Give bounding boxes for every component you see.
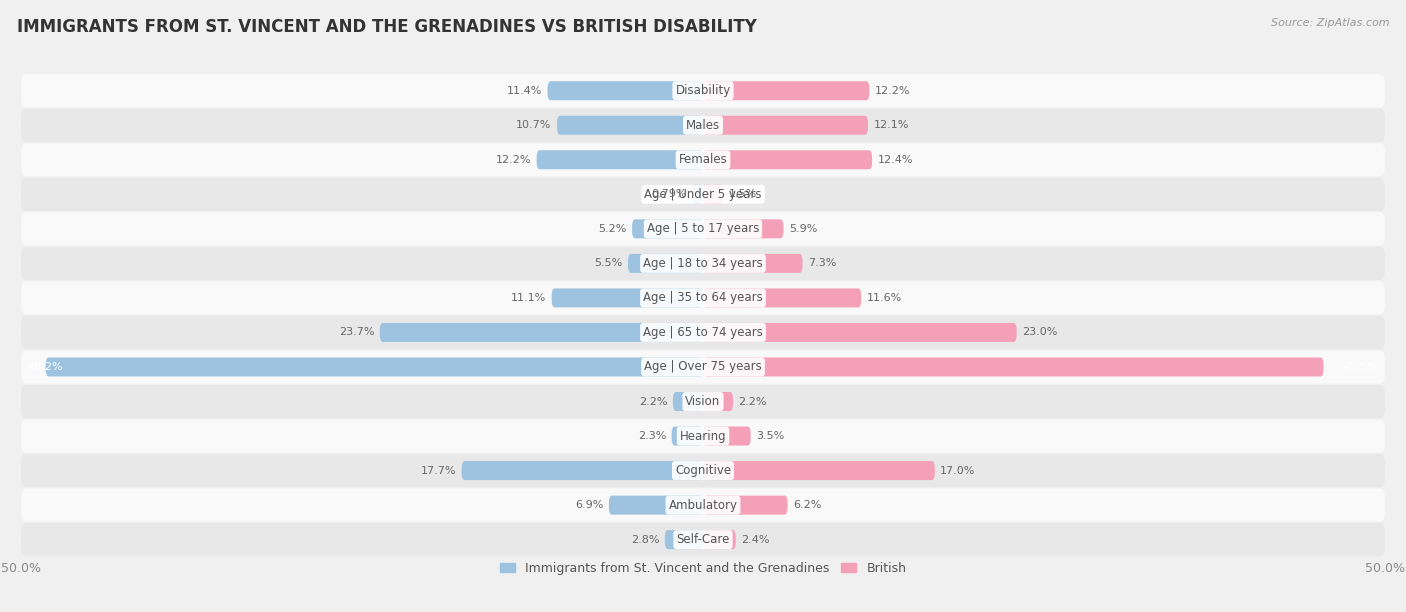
FancyBboxPatch shape xyxy=(21,143,1385,176)
FancyBboxPatch shape xyxy=(21,523,1385,556)
FancyBboxPatch shape xyxy=(609,496,703,515)
FancyBboxPatch shape xyxy=(21,74,1385,107)
FancyBboxPatch shape xyxy=(703,323,1017,342)
FancyBboxPatch shape xyxy=(703,357,1323,376)
Text: 6.9%: 6.9% xyxy=(575,500,603,510)
FancyBboxPatch shape xyxy=(21,385,1385,418)
FancyBboxPatch shape xyxy=(672,427,703,446)
FancyBboxPatch shape xyxy=(547,81,703,100)
Text: Age | 35 to 64 years: Age | 35 to 64 years xyxy=(643,291,763,304)
Text: IMMIGRANTS FROM ST. VINCENT AND THE GRENADINES VS BRITISH DISABILITY: IMMIGRANTS FROM ST. VINCENT AND THE GREN… xyxy=(17,18,756,36)
Text: Age | 65 to 74 years: Age | 65 to 74 years xyxy=(643,326,763,339)
Text: Self-Care: Self-Care xyxy=(676,533,730,546)
FancyBboxPatch shape xyxy=(703,185,724,204)
Text: 48.2%: 48.2% xyxy=(28,362,63,372)
FancyBboxPatch shape xyxy=(703,219,783,238)
FancyBboxPatch shape xyxy=(703,81,869,100)
Text: 12.4%: 12.4% xyxy=(877,155,912,165)
FancyBboxPatch shape xyxy=(537,151,703,170)
Text: 2.2%: 2.2% xyxy=(640,397,668,406)
FancyBboxPatch shape xyxy=(665,530,703,549)
FancyBboxPatch shape xyxy=(703,151,872,170)
Text: 5.5%: 5.5% xyxy=(595,258,623,269)
FancyBboxPatch shape xyxy=(45,357,703,376)
FancyBboxPatch shape xyxy=(21,488,1385,521)
Text: Source: ZipAtlas.com: Source: ZipAtlas.com xyxy=(1271,18,1389,28)
Text: Females: Females xyxy=(679,153,727,166)
Text: 2.4%: 2.4% xyxy=(741,535,769,545)
Text: 17.7%: 17.7% xyxy=(420,466,456,476)
Text: 10.7%: 10.7% xyxy=(516,120,551,130)
FancyBboxPatch shape xyxy=(703,530,735,549)
FancyBboxPatch shape xyxy=(703,254,803,273)
FancyBboxPatch shape xyxy=(703,461,935,480)
FancyBboxPatch shape xyxy=(692,185,703,204)
Text: 7.3%: 7.3% xyxy=(808,258,837,269)
FancyBboxPatch shape xyxy=(21,419,1385,453)
Text: Age | Over 75 years: Age | Over 75 years xyxy=(644,360,762,373)
FancyBboxPatch shape xyxy=(703,392,733,411)
Text: 5.9%: 5.9% xyxy=(789,224,817,234)
Text: Vision: Vision xyxy=(685,395,721,408)
Text: 6.2%: 6.2% xyxy=(793,500,821,510)
FancyBboxPatch shape xyxy=(21,109,1385,142)
Text: 12.2%: 12.2% xyxy=(875,86,910,95)
Text: 5.2%: 5.2% xyxy=(598,224,627,234)
Text: 11.6%: 11.6% xyxy=(866,293,901,303)
Text: 2.8%: 2.8% xyxy=(631,535,659,545)
FancyBboxPatch shape xyxy=(628,254,703,273)
Text: 11.1%: 11.1% xyxy=(510,293,546,303)
FancyBboxPatch shape xyxy=(633,219,703,238)
Text: 23.7%: 23.7% xyxy=(339,327,374,337)
FancyBboxPatch shape xyxy=(21,351,1385,384)
Text: Hearing: Hearing xyxy=(679,430,727,442)
Text: 12.1%: 12.1% xyxy=(873,120,908,130)
Text: Age | 18 to 34 years: Age | 18 to 34 years xyxy=(643,257,763,270)
FancyBboxPatch shape xyxy=(703,496,787,515)
FancyBboxPatch shape xyxy=(21,247,1385,280)
Text: Age | 5 to 17 years: Age | 5 to 17 years xyxy=(647,222,759,236)
Text: 2.3%: 2.3% xyxy=(638,431,666,441)
FancyBboxPatch shape xyxy=(673,392,703,411)
FancyBboxPatch shape xyxy=(21,316,1385,349)
Text: 1.5%: 1.5% xyxy=(728,189,758,200)
Text: 2.2%: 2.2% xyxy=(738,397,766,406)
FancyBboxPatch shape xyxy=(703,288,862,307)
FancyBboxPatch shape xyxy=(551,288,703,307)
FancyBboxPatch shape xyxy=(21,177,1385,211)
Text: Males: Males xyxy=(686,119,720,132)
Text: 23.0%: 23.0% xyxy=(1022,327,1057,337)
Text: Ambulatory: Ambulatory xyxy=(668,499,738,512)
Text: 12.2%: 12.2% xyxy=(496,155,531,165)
Text: 45.5%: 45.5% xyxy=(1343,362,1378,372)
Text: 0.79%: 0.79% xyxy=(651,189,686,200)
Legend: Immigrants from St. Vincent and the Grenadines, British: Immigrants from St. Vincent and the Gren… xyxy=(495,557,911,580)
Text: Cognitive: Cognitive xyxy=(675,464,731,477)
FancyBboxPatch shape xyxy=(703,427,751,446)
Text: Disability: Disability xyxy=(675,84,731,97)
FancyBboxPatch shape xyxy=(461,461,703,480)
FancyBboxPatch shape xyxy=(380,323,703,342)
FancyBboxPatch shape xyxy=(21,212,1385,245)
FancyBboxPatch shape xyxy=(21,454,1385,487)
FancyBboxPatch shape xyxy=(703,116,868,135)
Text: 11.4%: 11.4% xyxy=(506,86,543,95)
Text: 17.0%: 17.0% xyxy=(941,466,976,476)
Text: Age | Under 5 years: Age | Under 5 years xyxy=(644,188,762,201)
Text: 3.5%: 3.5% xyxy=(756,431,785,441)
FancyBboxPatch shape xyxy=(21,282,1385,315)
FancyBboxPatch shape xyxy=(557,116,703,135)
